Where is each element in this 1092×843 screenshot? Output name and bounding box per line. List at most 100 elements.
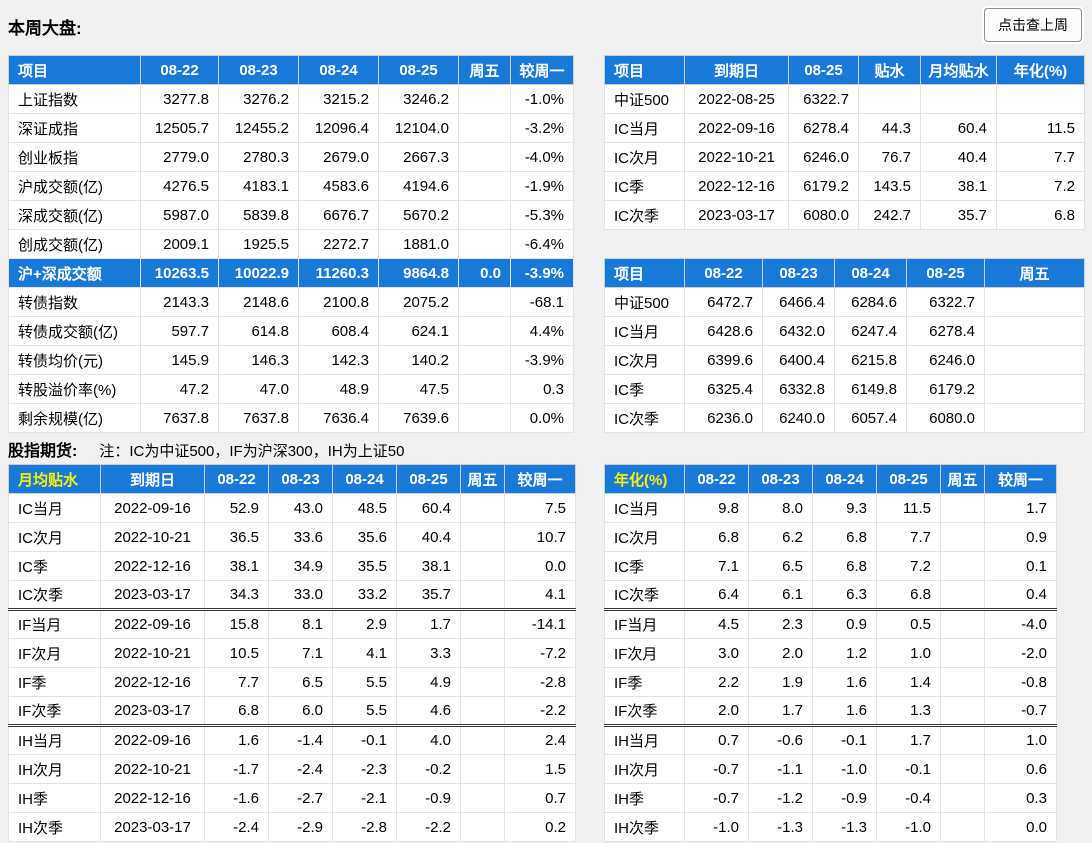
cell: 2022-08-25	[684, 84, 789, 114]
cell: 6278.4	[788, 113, 859, 143]
row-label: IF次月	[604, 638, 685, 668]
header-row: 年化(%) 08-22 08-23 08-24 08-25 周五 较周一	[604, 464, 1057, 494]
table-row: 中证500 2022-08-25 6322.7	[604, 84, 1085, 114]
cell: 48.5	[332, 493, 397, 523]
cell: 4183.1	[218, 171, 299, 201]
row-label: 深成交额(亿)	[8, 200, 141, 230]
cell	[460, 754, 505, 784]
cell: 0.2	[504, 812, 576, 842]
cell: -0.7	[684, 754, 749, 784]
cell: 5.5	[332, 667, 397, 697]
column-header: 08-24	[332, 464, 397, 494]
cell: 1.6	[812, 696, 877, 726]
column-header: 周五	[940, 464, 985, 494]
row-label: IF次月	[8, 638, 101, 668]
cell: 10022.9	[218, 258, 299, 288]
cell: 142.3	[298, 345, 379, 375]
cell: 6332.8	[762, 374, 835, 404]
cell: 6466.4	[762, 287, 835, 317]
cell: 2022-09-16	[100, 493, 205, 523]
cell: 6240.0	[762, 403, 835, 433]
cell: 0.0	[984, 812, 1057, 842]
prev-week-button[interactable]: 点击查上周	[984, 8, 1082, 42]
cell	[458, 171, 511, 201]
cell: 2100.8	[298, 287, 379, 317]
cell: -0.1	[332, 724, 397, 755]
cell: -2.3	[332, 754, 397, 784]
cell: 6179.2	[788, 171, 859, 201]
cell: 44.3	[858, 113, 921, 143]
cell: 6428.6	[684, 316, 763, 346]
cell: 2075.2	[378, 287, 459, 317]
column-header: 08-25	[378, 55, 459, 85]
cell: 1.2	[812, 638, 877, 668]
column-header: 周五	[460, 464, 505, 494]
column-header: 08-23	[218, 55, 299, 85]
data-table: 项目 08-22 08-23 08-24 08-25 周五 中证500 6472.7 6466.…	[604, 258, 1085, 433]
row-label: IC次月	[8, 522, 101, 552]
cell: 2022-12-16	[100, 667, 205, 697]
futures-note: 注：IC为中证500，IF为沪深300，IH为上证50	[99, 443, 405, 460]
row-label: 创成交额(亿)	[8, 229, 141, 259]
cell: 6.0	[268, 696, 333, 726]
cell: 6.8	[812, 522, 877, 552]
futures-section-title: 股指期货:	[8, 443, 78, 460]
cell: -2.2	[396, 812, 461, 842]
cell: 40.4	[920, 142, 997, 172]
cell: 4.1	[504, 580, 576, 610]
table-row: IF次月 3.0 2.0 1.2 1.0 -2.0	[604, 638, 1057, 668]
cell: 0.3	[510, 374, 574, 404]
table-row: IC季 7.1 6.5 6.8 7.2 0.1	[604, 551, 1057, 581]
cell: 6.5	[268, 667, 333, 697]
cell	[996, 84, 1085, 114]
cell: -2.8	[332, 812, 397, 842]
cell: 6057.4	[834, 403, 907, 433]
column-header: 08-25	[906, 258, 985, 288]
cell: -0.9	[396, 783, 461, 813]
cell: 60.4	[396, 493, 461, 523]
cell	[458, 200, 511, 230]
cell: 2022-09-16	[100, 724, 205, 755]
row-label: 中证500	[604, 84, 685, 114]
cell: 0.0%	[510, 403, 574, 433]
cell: -2.4	[204, 812, 269, 842]
cell: 7.2	[996, 171, 1085, 201]
cell: 2272.7	[298, 229, 379, 259]
cell	[460, 783, 505, 813]
cell: 2023-03-17	[100, 580, 205, 610]
cell: 2148.6	[218, 287, 299, 317]
market-weekly-table: 项目 08-22 08-23 08-24 08-25 周五 较周一 上证指数 3277.8 327…	[8, 55, 574, 433]
cell: 614.8	[218, 316, 299, 346]
cell	[458, 229, 511, 259]
row-label: IC当月	[604, 493, 685, 523]
cell: 2022-10-21	[100, 638, 205, 668]
column-header: 年化(%)	[604, 464, 685, 494]
table-row: 转债指数 2143.3 2148.6 2100.8 2075.2 -68.1	[8, 287, 574, 317]
cell: 4.5	[684, 608, 749, 639]
column-header: 项目	[604, 258, 685, 288]
row-label: IC季	[604, 374, 685, 404]
cell: 2022-12-16	[100, 783, 205, 813]
cell: 3215.2	[298, 84, 379, 114]
cell: 145.9	[140, 345, 219, 375]
row-label: IH季	[8, 783, 101, 813]
column-header: 08-23	[748, 464, 813, 494]
cell: 11.5	[876, 493, 941, 523]
cell: 2022-12-16	[684, 171, 789, 201]
cell: 2780.3	[218, 142, 299, 172]
column-header: 08-22	[684, 464, 749, 494]
table-row: IH当月 2022-09-16 1.6 -1.4 -0.1 4.0 2.4	[8, 724, 576, 755]
cell	[460, 522, 505, 552]
column-header: 周五	[984, 258, 1085, 288]
cell: 11260.3	[298, 258, 379, 288]
table-row: 中证500 6472.7 6466.4 6284.6 6322.7	[604, 287, 1085, 317]
cell: -2.4	[268, 754, 333, 784]
cell: 6.8	[876, 580, 941, 610]
cell: 6676.7	[298, 200, 379, 230]
cell: 0.0	[458, 258, 511, 288]
row-label: IC次季	[604, 200, 685, 230]
cell: 0.9	[984, 522, 1057, 552]
cell: 1.7	[748, 696, 813, 726]
column-header: 08-22	[684, 258, 763, 288]
cell	[460, 493, 505, 523]
